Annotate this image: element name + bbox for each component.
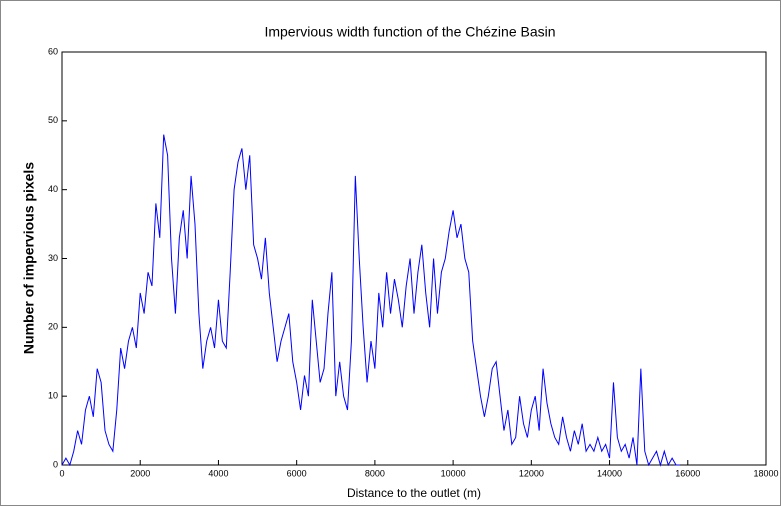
y-tick-label: 50 <box>48 115 58 125</box>
y-tick-label: 10 <box>48 391 58 401</box>
x-tick-label: 8000 <box>365 468 385 478</box>
x-tick-label: 14000 <box>597 468 622 478</box>
y-tick-label: 40 <box>48 184 58 194</box>
x-tick-label: 0 <box>59 468 64 478</box>
x-tick-label: 6000 <box>287 468 307 478</box>
x-tick-label: 16000 <box>675 468 700 478</box>
y-tick-label: 60 <box>48 46 58 56</box>
x-tick-label: 12000 <box>519 468 544 478</box>
y-tick-label: 20 <box>48 322 58 332</box>
x-axis-label: Distance to the outlet (m) <box>347 486 481 500</box>
data-line <box>61 134 680 467</box>
x-tick-label: 2000 <box>130 468 150 478</box>
x-tick-label: 10000 <box>441 468 466 478</box>
x-tick-label: 18000 <box>753 468 778 478</box>
y-tick-label: 0 <box>53 459 58 469</box>
x-tick-label: 4000 <box>208 468 228 478</box>
chart-title: Impervious width function of the Chézine… <box>264 24 555 40</box>
y-tick-label: 30 <box>48 253 58 263</box>
y-axis-label: Number of impervious pixels <box>21 162 37 354</box>
